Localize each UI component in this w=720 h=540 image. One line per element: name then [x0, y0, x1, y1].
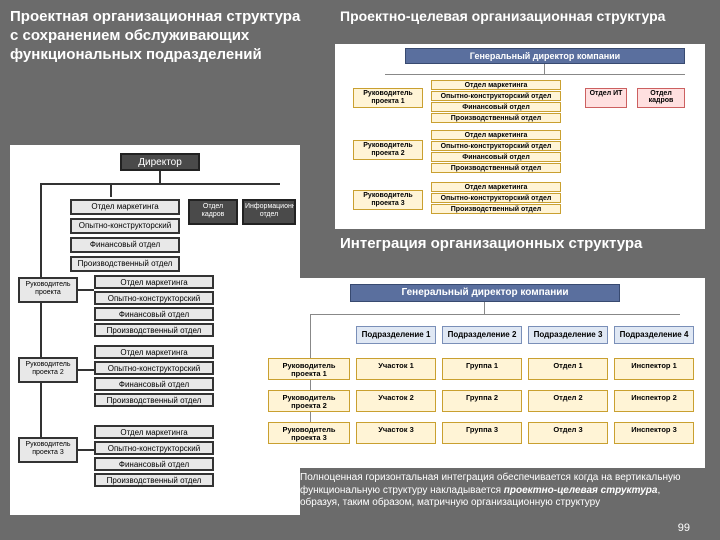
rl-c-00: Участок 1	[356, 358, 436, 380]
ru-header: Генеральный директор компании	[405, 48, 685, 64]
scan-col-3: Производственный отдел	[70, 256, 180, 272]
ru-d-01: Опытно-конструкторский отдел	[431, 91, 561, 101]
ru-d-00: Отдел маркетинга	[431, 80, 561, 90]
scan-col-1: Опытно-конструкторский отдел	[70, 218, 180, 234]
scan-rep-23: Производственный отдел	[94, 473, 214, 487]
ru-d-13: Производственный отдел	[431, 163, 561, 173]
scan-rep-21: Опытно-конструкторский отдел	[94, 441, 214, 455]
ru-d-22: Производственный отдел	[431, 204, 561, 214]
footer-b: проектно-целевая структура	[504, 485, 658, 496]
rl-c-12: Отдел 2	[528, 390, 608, 412]
rl-c-11: Группа 2	[442, 390, 522, 412]
scan-col-2: Финансовый отдел	[70, 237, 180, 253]
scan-rep-02: Финансовый отдел	[94, 307, 214, 321]
scan-rep-11: Опытно-конструкторский отдел	[94, 361, 214, 375]
rl-sub-0: Подразделение 1	[356, 326, 436, 344]
ru-d-02: Финансовый отдел	[431, 102, 561, 112]
ru-pm-0: Руководитель проекта 1	[353, 88, 423, 108]
rl-header: Генеральный директор компании	[350, 284, 620, 302]
scan-rep-03: Производственный отдел	[94, 323, 214, 337]
rl-sub-3: Подразделение 4	[614, 326, 694, 344]
title-mid: Интеграция организационных структура	[340, 235, 700, 254]
rl-c-13: Инспектор 2	[614, 390, 694, 412]
rl-c-23: Инспектор 3	[614, 422, 694, 444]
scan-rep-22: Финансовый отдел	[94, 457, 214, 471]
rl-c-01: Группа 1	[442, 358, 522, 380]
scan-tr-0: Отдел кадров	[188, 199, 238, 225]
rl-pm-2: Руководитель проекта 3	[268, 422, 350, 444]
title-left: Проектная организационная структура с со…	[10, 8, 310, 64]
ru-d-12: Финансовый отдел	[431, 152, 561, 162]
scan-rep-10: Отдел маркетинга	[94, 345, 214, 359]
scan-rep-00: Отдел маркетинга	[94, 275, 214, 289]
rl-pm-0: Руководитель проекта 1	[268, 358, 350, 380]
ru-side-0: Отдел ИТ	[585, 88, 627, 108]
ru-side-1: Отдел кадров	[637, 88, 685, 108]
ru-d-21: Опытно-конструкторский отдел	[431, 193, 561, 203]
rl-c-21: Группа 3	[442, 422, 522, 444]
ru-d-03: Производственный отдел	[431, 113, 561, 123]
rl-sub-2: Подразделение 3	[528, 326, 608, 344]
rl-c-03: Инспектор 1	[614, 358, 694, 380]
scan-pm-1: Руководитель проекта 2	[18, 357, 78, 383]
rl-c-22: Отдел 3	[528, 422, 608, 444]
right-upper-diagram: Генеральный директор компании Руководите…	[335, 44, 705, 229]
scan-rep-20: Отдел маркетинга	[94, 425, 214, 439]
scan-rep-13: Производственный отдел	[94, 393, 214, 407]
rl-sub-1: Подразделение 2	[442, 326, 522, 344]
rl-pm-1: Руководитель проекта 2	[268, 390, 350, 412]
ru-d-11: Опытно-конструкторский отдел	[431, 141, 561, 151]
scan-tr-1: Информационный отдел	[242, 199, 296, 225]
page-number: 99	[678, 522, 690, 534]
scan-rep-01: Опытно-конструкторский отдел	[94, 291, 214, 305]
ru-d-10: Отдел маркетинга	[431, 130, 561, 140]
director-box: Директор	[120, 153, 200, 171]
scan-rep-12: Финансовый отдел	[94, 377, 214, 391]
ru-d-20: Отдел маркетинга	[431, 182, 561, 192]
title-right: Проектно-целевая организационная структу…	[340, 8, 700, 26]
scan-col-0: Отдел маркетинга	[70, 199, 180, 215]
rl-c-10: Участок 2	[356, 390, 436, 412]
rl-c-20: Участок 3	[356, 422, 436, 444]
footer-text: Полноценная горизонтальная интеграция об…	[300, 472, 700, 510]
ru-pm-2: Руководитель проекта 3	[353, 190, 423, 210]
scan-pm-2: Руководитель проекта 3	[18, 437, 78, 463]
scan-pm-0: Руководитель проекта	[18, 277, 78, 303]
right-lower-diagram: Генеральный директор компании Подразделе…	[250, 278, 705, 468]
rl-c-02: Отдел 1	[528, 358, 608, 380]
ru-pm-1: Руководитель проекта 2	[353, 140, 423, 160]
